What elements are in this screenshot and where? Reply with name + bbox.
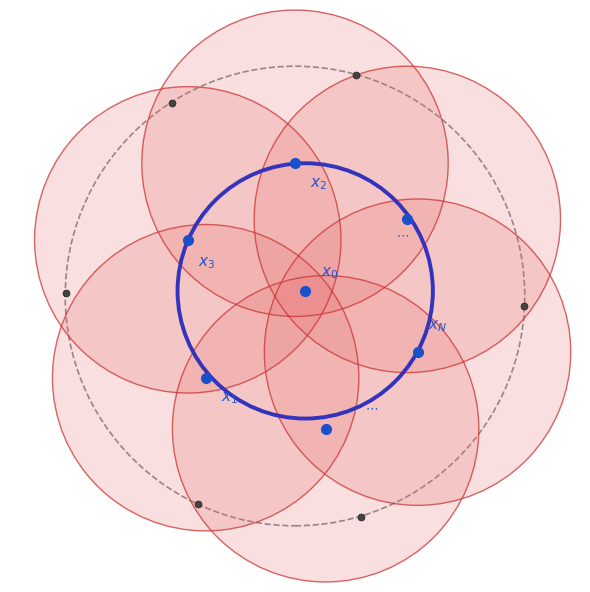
Circle shape [142,10,448,317]
Text: $x_0$: $x_0$ [320,265,338,281]
Circle shape [53,224,359,531]
Circle shape [264,199,571,506]
Text: $x_1$: $x_1$ [221,390,238,406]
Circle shape [254,66,560,372]
Circle shape [172,275,479,582]
Text: $x_3$: $x_3$ [198,255,215,271]
Text: $x_2$: $x_2$ [310,176,327,191]
Text: $\cdots$: $\cdots$ [365,402,378,415]
Text: $\cdots$: $\cdots$ [396,229,409,241]
Circle shape [35,86,341,393]
Text: $x_N$: $x_N$ [428,318,447,334]
